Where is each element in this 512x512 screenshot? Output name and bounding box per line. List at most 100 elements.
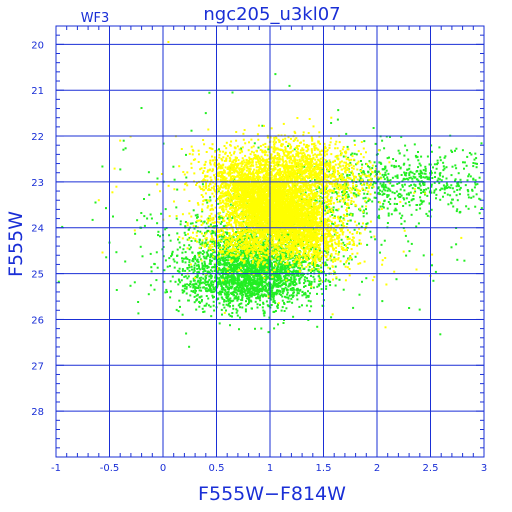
star-point (314, 268, 317, 271)
star-point (200, 276, 203, 279)
star-point (387, 201, 390, 203)
star-point (217, 241, 220, 244)
star-point (307, 295, 310, 298)
star-point (244, 269, 247, 272)
star-point (308, 265, 311, 268)
star-point (227, 265, 230, 268)
star-point (416, 170, 419, 173)
star-point (228, 255, 231, 258)
star-point (246, 265, 249, 268)
star-point (447, 203, 450, 206)
star-point (417, 186, 420, 189)
star-point (254, 290, 257, 293)
star-point (273, 260, 276, 263)
star-point (425, 212, 428, 215)
star-point (255, 235, 258, 238)
star-point (381, 190, 384, 193)
star-point (284, 245, 287, 248)
star-point (209, 223, 212, 226)
star-point (379, 193, 381, 196)
star-point (271, 293, 273, 296)
star-point (371, 186, 374, 189)
star-point (288, 257, 291, 260)
star-point (385, 186, 388, 189)
star-point (203, 251, 206, 254)
star-point (227, 187, 230, 190)
star-point (384, 189, 387, 192)
star-point (325, 278, 327, 281)
star-point (211, 143, 214, 146)
star-point (366, 243, 369, 246)
star-point (251, 273, 254, 276)
star-point (259, 268, 262, 271)
star-point (191, 259, 194, 262)
star-point (351, 213, 354, 216)
star-point (428, 176, 431, 179)
star-point (430, 185, 433, 188)
star-point (398, 212, 401, 215)
star-point (195, 294, 198, 297)
star-point (401, 214, 404, 217)
star-point (213, 309, 216, 312)
star-point (233, 275, 235, 278)
star-point (387, 194, 390, 197)
star-point (172, 165, 175, 168)
star-point (425, 175, 428, 178)
star-point (248, 301, 250, 304)
star-point (297, 266, 300, 269)
star-point (404, 178, 406, 181)
star-point (284, 269, 287, 271)
star-point (199, 230, 202, 233)
star-point (250, 146, 253, 149)
star-point (411, 177, 414, 180)
star-point (319, 282, 322, 285)
star-point (281, 287, 284, 290)
star-point (432, 279, 435, 282)
star-point (354, 189, 357, 191)
star-point (418, 187, 421, 190)
star-point (478, 197, 481, 200)
star-point (208, 275, 211, 278)
star-point (222, 248, 224, 251)
star-point (321, 304, 324, 307)
star-point (456, 258, 459, 261)
star-point (284, 263, 287, 266)
star-point (191, 268, 193, 271)
star-point (257, 270, 260, 273)
star-point (232, 307, 235, 310)
star-point (133, 281, 136, 284)
star-point (305, 304, 308, 307)
star-point (245, 257, 247, 260)
star-point (209, 263, 212, 265)
star-point (309, 292, 311, 295)
star-point (369, 172, 372, 175)
star-point (283, 263, 286, 266)
star-point (222, 281, 225, 283)
star-point (273, 200, 276, 203)
star-point (383, 147, 386, 150)
star-point (258, 273, 261, 276)
star-point (333, 271, 336, 274)
star-point (435, 167, 438, 170)
star-point (250, 293, 253, 296)
star-point (332, 170, 335, 173)
star-point (256, 283, 259, 286)
star-point (204, 112, 207, 115)
star-point (304, 280, 307, 283)
star-point (250, 252, 253, 255)
star-point (188, 244, 191, 247)
star-point (230, 267, 232, 269)
star-point (226, 261, 229, 264)
star-point (230, 274, 233, 277)
star-point (220, 308, 223, 311)
star-point (143, 224, 146, 227)
star-point (351, 152, 354, 155)
star-point (197, 287, 200, 289)
star-point (202, 277, 205, 280)
star-point (228, 272, 231, 274)
star-point (233, 269, 236, 272)
star-point (223, 299, 226, 301)
star-point (389, 179, 392, 182)
star-point (450, 184, 453, 187)
star-point (254, 282, 257, 284)
